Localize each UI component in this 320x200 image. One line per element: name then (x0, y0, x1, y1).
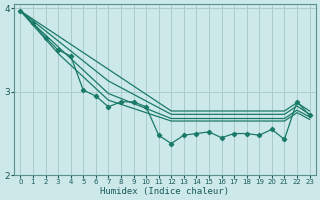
X-axis label: Humidex (Indice chaleur): Humidex (Indice chaleur) (100, 187, 229, 196)
